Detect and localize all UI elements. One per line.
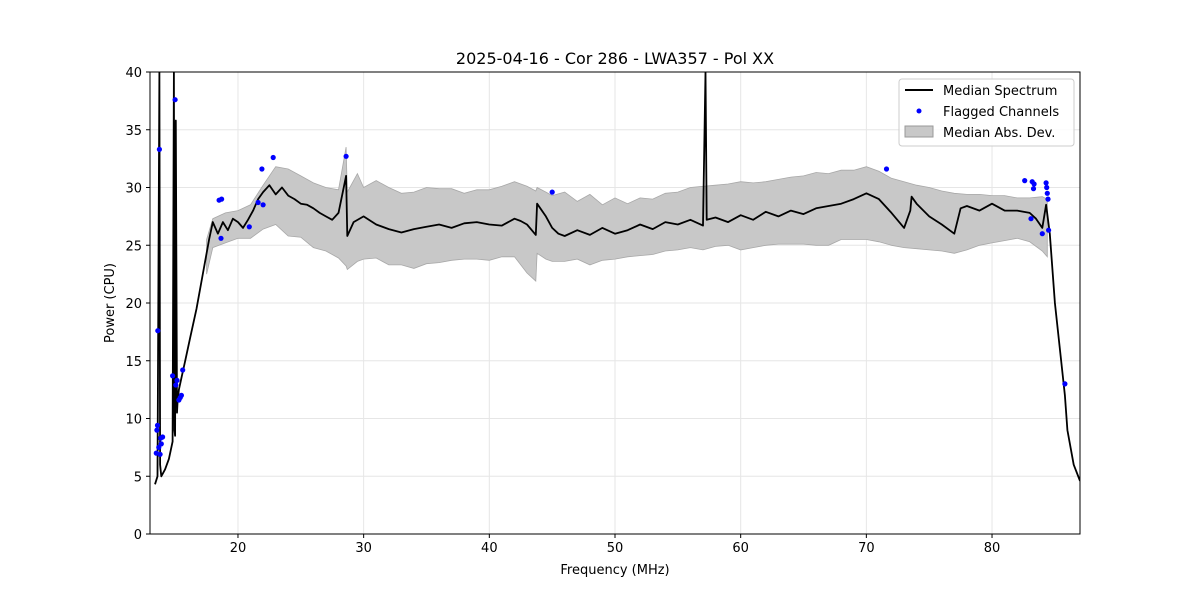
legend-label-flagged-channels: Flagged Channels	[943, 105, 1059, 120]
legend: Median Spectrum Flagged Channels Median …	[898, 78, 1075, 147]
flagged-channel-point	[219, 196, 225, 202]
flagged-channel-point	[1046, 227, 1052, 233]
y-axis-label: Power (CPU)	[103, 263, 118, 343]
legend-label-median-spectrum: Median Spectrum	[943, 84, 1057, 99]
y-axis-ticks: 0 5 10 15 20 25 30 35 40	[125, 66, 150, 543]
y-tick-label: 20	[125, 297, 142, 312]
flagged-channel-point	[1043, 180, 1049, 186]
flagged-channel-point	[172, 97, 178, 103]
legend-marker-swatch	[916, 108, 922, 114]
flagged-channel-point	[1044, 190, 1050, 196]
flagged-channel-point	[1062, 381, 1068, 387]
x-tick-label: 20	[230, 541, 247, 556]
flagged-channel-point	[178, 392, 184, 398]
flagged-channel-point	[883, 166, 890, 172]
mad-band	[206, 147, 1048, 282]
flagged-channel-point	[343, 153, 349, 159]
x-tick-label: 30	[355, 541, 372, 556]
y-tick-label: 30	[125, 182, 142, 197]
flagged-channel-point	[1044, 184, 1050, 191]
x-tick-label: 70	[858, 541, 875, 556]
flagged-channel-point	[155, 328, 161, 334]
y-tick-label: 15	[125, 355, 142, 370]
legend-box	[898, 78, 1075, 147]
x-axis-ticks: 20 30 40 50 60 70 80	[230, 534, 1001, 556]
flagged-channel-point	[158, 441, 164, 447]
flagged-channel-point	[173, 382, 179, 388]
flagged-channel-point	[1031, 181, 1037, 187]
flagged-channel-point	[1030, 186, 1037, 192]
y-tick-label: 5	[134, 470, 142, 485]
y-tick-label: 35	[125, 124, 142, 139]
y-tick-label: 0	[134, 528, 142, 543]
flagged-channel-point	[255, 199, 261, 206]
flagged-channel-point	[259, 166, 265, 172]
flagged-channel-point	[180, 367, 186, 373]
y-tick-label: 25	[125, 239, 142, 254]
chart-title: 2025-04-16 - Cor 286 - LWA357 - Pol XX	[456, 49, 774, 68]
flagged-channel-point	[170, 373, 176, 379]
flagged-channel-point	[260, 202, 266, 208]
flagged-channel-point	[160, 434, 166, 440]
x-tick-label: 60	[732, 541, 749, 556]
flagged-channel-point	[246, 224, 252, 230]
x-tick-label: 50	[607, 541, 624, 556]
flagged-channel-point	[157, 451, 163, 457]
x-tick-label: 80	[984, 541, 1001, 556]
line-layer	[154, 72, 1080, 485]
y-tick-label: 10	[125, 413, 142, 428]
flagged-channel-point	[549, 189, 555, 195]
flagged-channel-point	[1022, 178, 1028, 184]
x-tick-label: 40	[481, 541, 498, 556]
flagged-channel-point	[154, 427, 160, 433]
flagged-channel-point	[1028, 216, 1034, 222]
flagged-channel-point	[156, 146, 162, 152]
flagged-channel-point	[218, 235, 224, 241]
band-layer	[206, 147, 1048, 282]
flagged-channel-point	[270, 154, 276, 161]
flagged-channel-point	[1045, 196, 1051, 202]
legend-label-median-abs-dev: Median Abs. Dev.	[943, 126, 1055, 141]
flagged-channel-point	[174, 377, 180, 383]
points-layer	[153, 97, 1068, 457]
x-axis-label: Frequency (MHz)	[560, 563, 669, 578]
median-spectrum-line	[154, 72, 1080, 485]
y-tick-label: 40	[125, 66, 142, 81]
flagged-channel-point	[1039, 231, 1045, 237]
legend-band-swatch	[904, 125, 934, 138]
flagged-channel-point	[154, 422, 161, 428]
